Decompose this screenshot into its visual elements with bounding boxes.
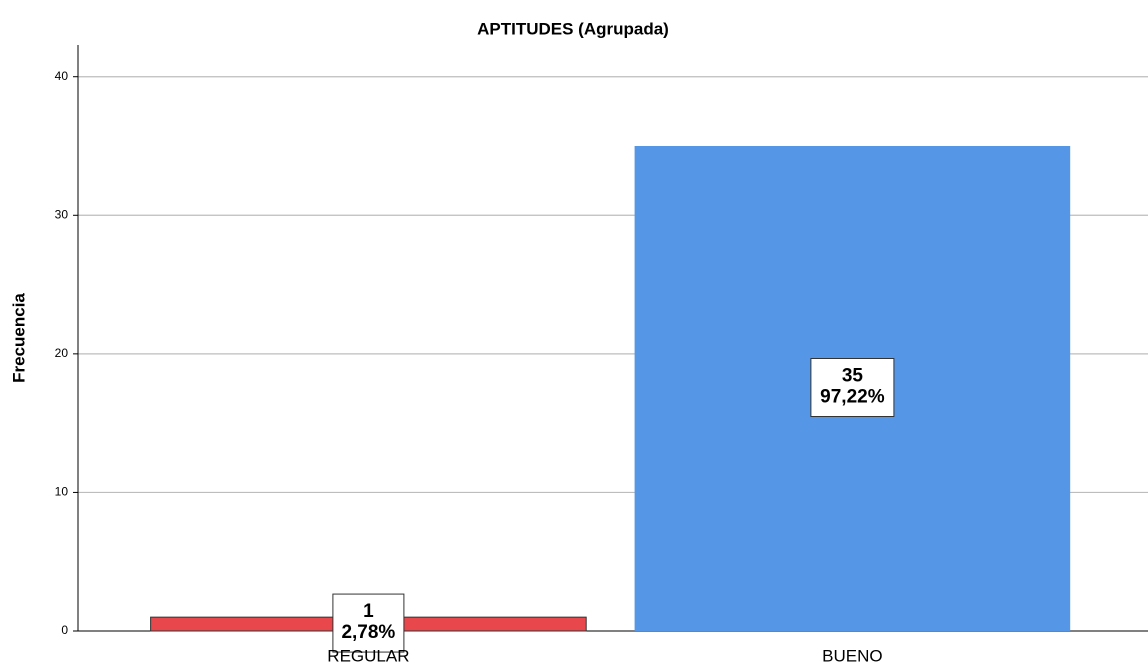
- y-axis-label: Frecuencia: [9, 293, 28, 383]
- chart-title: APTITUDES (Agrupada): [477, 19, 669, 38]
- percent-label: 97,22%: [820, 387, 885, 408]
- y-tick-label: 40: [55, 69, 69, 83]
- y-tick-label: 20: [55, 346, 69, 360]
- label-box: [810, 358, 895, 417]
- x-tick-label: REGULAR: [327, 646, 409, 665]
- x-tick-label: BUENO: [822, 646, 882, 665]
- value-label: 1: [363, 601, 374, 622]
- y-tick-label: 0: [61, 623, 68, 637]
- label-box: [332, 593, 405, 653]
- percent-label: 2,78%: [341, 622, 395, 643]
- value-label: 35: [842, 366, 864, 387]
- y-tick-label: 10: [55, 485, 69, 499]
- y-tick-label: 30: [55, 207, 69, 221]
